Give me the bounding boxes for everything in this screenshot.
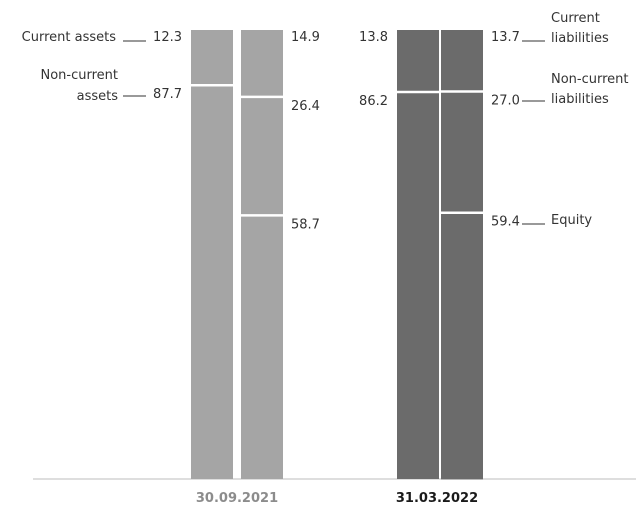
non-current-assets-label-line1: Non-current xyxy=(40,68,118,83)
period-1-equity-segment xyxy=(241,215,283,479)
non-current-liabilities-label-line1: Non-current xyxy=(551,72,629,87)
period-1-current-assets-value: 12.3 xyxy=(153,30,182,45)
period-1-equity-value: 58.7 xyxy=(291,217,320,232)
period-1-non-current-assets-segment xyxy=(191,85,233,480)
period-1-current-liabilities-segment xyxy=(241,30,283,97)
period-2-non-current-liabilities-segment xyxy=(441,91,483,213)
period-2-current-assets-value: 13.8 xyxy=(359,30,388,45)
period-1-current-liabilities-value: 14.9 xyxy=(291,30,320,45)
labels: 12.3 87.7 14.9 26.4 58.7 30.09.2021 13.8 86.2 13… xyxy=(22,11,629,506)
current-liabilities-label-line1: Current xyxy=(551,11,600,26)
period-1-date-label: 30.09.2021 xyxy=(196,491,278,506)
period-2-current-liabilities-value: 13.7 xyxy=(491,30,520,45)
period-2-date-label: 31.03.2022 xyxy=(396,491,478,506)
period-2-current-liabilities-segment xyxy=(441,30,483,92)
bars xyxy=(191,30,483,480)
period-2-non-current-assets-segment xyxy=(397,91,439,479)
period-2-equity-value: 59.4 xyxy=(491,215,520,230)
period-2-current-assets-segment xyxy=(397,30,439,92)
period-2-non-current-liabilities-value: 27.0 xyxy=(491,94,520,109)
period-2-non-current-assets-value: 86.2 xyxy=(359,94,388,109)
current-liabilities-label-line2: liabilities xyxy=(551,31,609,46)
current-assets-label: Current assets xyxy=(22,30,117,45)
period-2-equity-segment xyxy=(441,212,483,480)
non-current-assets-label-line2: assets xyxy=(77,89,119,104)
non-current-liabilities-label-line2: liabilities xyxy=(551,92,609,107)
equity-label: Equity xyxy=(551,213,592,228)
period-1-non-current-liabilities-value: 26.4 xyxy=(291,99,320,114)
period-1-current-assets-segment xyxy=(191,30,233,86)
period-1-non-current-liabilities-segment xyxy=(241,96,283,216)
period-1-non-current-assets-value: 87.7 xyxy=(153,87,182,102)
